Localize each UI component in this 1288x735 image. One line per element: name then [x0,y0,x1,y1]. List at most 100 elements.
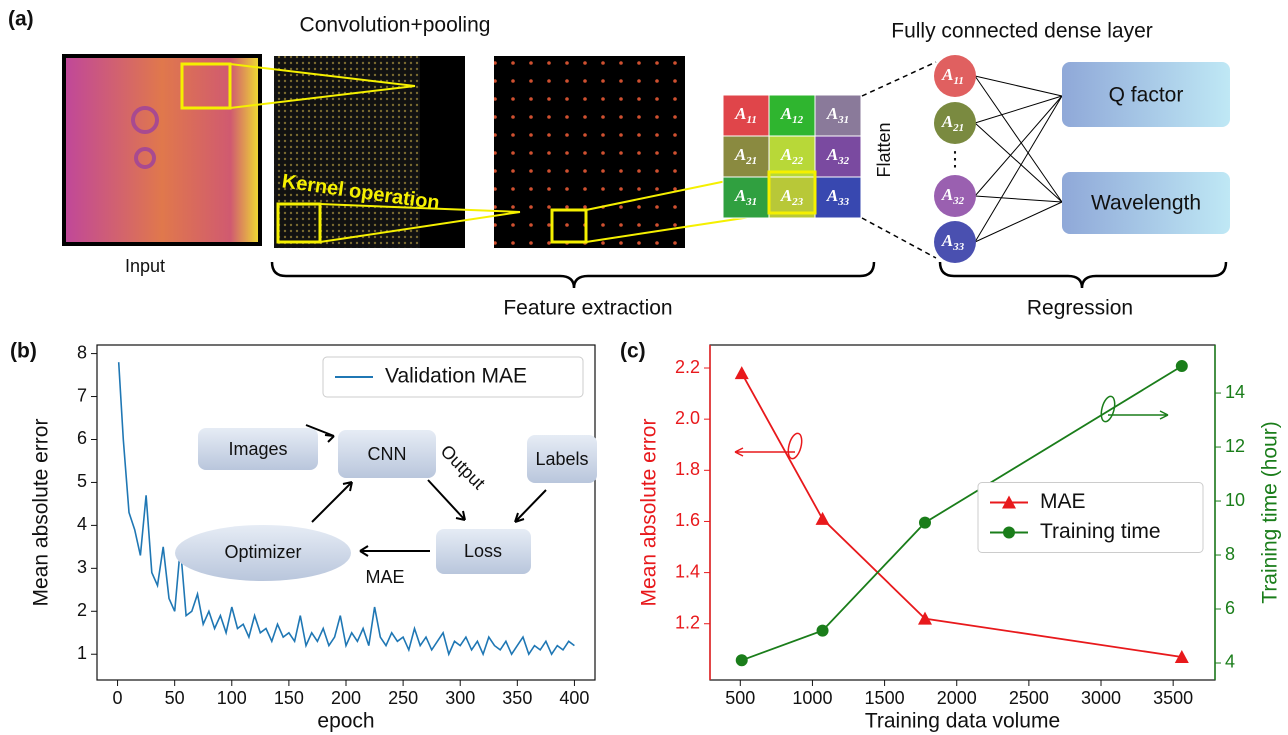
flatten-label: Flatten [874,122,894,177]
x-tick-label: 1500 [865,688,905,708]
cell-label-base: A [826,186,838,205]
y-tick-label: 1.2 [675,612,700,632]
node: A32 [934,175,976,217]
panel-label: (a) [8,8,34,31]
input-label: Input [125,256,165,276]
connection [975,76,1062,202]
x-tick-label: 3000 [1081,688,1121,708]
connection [975,202,1062,242]
cell-label-sub: 31 [837,114,849,126]
y2-tick-label: 10 [1225,490,1245,510]
node-label-sub: 11 [953,75,963,87]
cell-label-sub: 33 [837,196,850,208]
node: A21 [934,102,976,144]
connection [975,96,1062,196]
connection [975,96,1062,242]
node-label-sub: 33 [952,241,965,253]
x-tick-label: 100 [217,688,247,708]
x-tick-label: 1000 [792,688,832,708]
connection [975,196,1062,202]
x-tick-label: 400 [559,688,589,708]
cell-label-sub: 21 [745,155,757,167]
y-tick-label: 7 [77,385,87,405]
y-tick-label: 2.2 [675,357,700,377]
cell-label-base: A [734,145,746,164]
cell-label-sub: 12 [792,114,804,126]
legend-marker [1003,527,1015,539]
y-tick-label: 1 [77,643,87,663]
axis-hint [1099,395,1117,423]
flowchart: Images CNN Labels Loss Optimizer Output … [175,425,597,587]
x-tick-label: 150 [274,688,304,708]
marker [816,512,830,525]
flow-label: Output [437,441,489,493]
x-tick-label: 0 [113,688,123,708]
x-axis-label: epoch [317,710,374,733]
y-tick-label: 8 [77,342,87,362]
node-label-sub: 21 [952,122,964,134]
cell: A21 [723,136,769,177]
cell-label-sub: 23 [791,196,804,208]
conv-title: Convolution+pooling [300,14,491,37]
y-tick-label: 3 [77,557,87,577]
x-axis-label: Training data volume [865,710,1060,733]
brace [272,262,874,288]
node: A33 [934,221,976,263]
y-tick-label: 6 [77,428,87,448]
node-label-base: A [941,65,953,84]
cell: A11 [723,95,769,136]
output-label: Wavelength [1091,192,1201,215]
regression-label: Regression [1027,297,1133,320]
flow-label: CNN [368,444,407,464]
x-tick-label: 50 [165,688,185,708]
y-axis-label: Mean absolute error [638,419,661,607]
cell: A33 [815,177,861,218]
node-label-base: A [941,185,953,204]
legend-label: Validation MAE [385,365,527,388]
figure: (a) Convolution+pooling Fully connected … [0,0,1288,735]
x-tick-label: 350 [502,688,532,708]
cell-label-sub: 32 [837,155,850,167]
panel-label: (c) [620,340,646,363]
x-tick-label: 250 [388,688,418,708]
node-label-base: A [941,231,953,250]
flatten-line [862,218,936,258]
cell-label-base: A [826,104,838,123]
y2-tick-label: 6 [1225,598,1235,618]
cell-label-base: A [780,104,792,123]
flow-label: Images [228,439,287,459]
legend-label: Training time [1040,520,1161,543]
flatten-line [862,62,936,96]
cell-label-sub: 31 [745,196,757,208]
ellipsis: ⋮ [945,148,965,170]
cell: A32 [815,136,861,177]
y-tick-label: 1.4 [675,561,700,581]
node-label-base: A [941,112,953,131]
dense-title: Fully connected dense layer [891,20,1153,43]
cell-label-base: A [780,145,792,164]
flow-arrow [515,490,546,522]
cell: A12 [769,95,815,136]
node: A11 [934,55,976,97]
x-tick-label: 2500 [1009,688,1049,708]
y-tick-label: 2.0 [675,408,700,428]
data-line [119,362,575,654]
y2-tick-label: 12 [1225,436,1245,456]
x-tick-label: 200 [331,688,361,708]
y-tick-label: 2 [77,600,87,620]
y-tick-label: 1.6 [675,510,700,530]
y-tick-label: 1.8 [675,459,700,479]
flow-label: MAE [365,567,404,587]
flow-label: Labels [535,449,588,469]
cell-label-base: A [734,104,746,123]
y2-axis-label: Training time (hour) [1259,421,1282,603]
y-axis-label: Mean absolute error [30,419,53,607]
cell-label-base: A [734,186,746,205]
axis-hint-arrow [1108,411,1168,419]
brace [940,262,1226,288]
panel-label: (b) [10,340,37,363]
connection [975,96,1062,123]
x-tick-label: 300 [445,688,475,708]
x-tick-label: 500 [725,688,755,708]
y2-tick-label: 8 [1225,544,1235,564]
